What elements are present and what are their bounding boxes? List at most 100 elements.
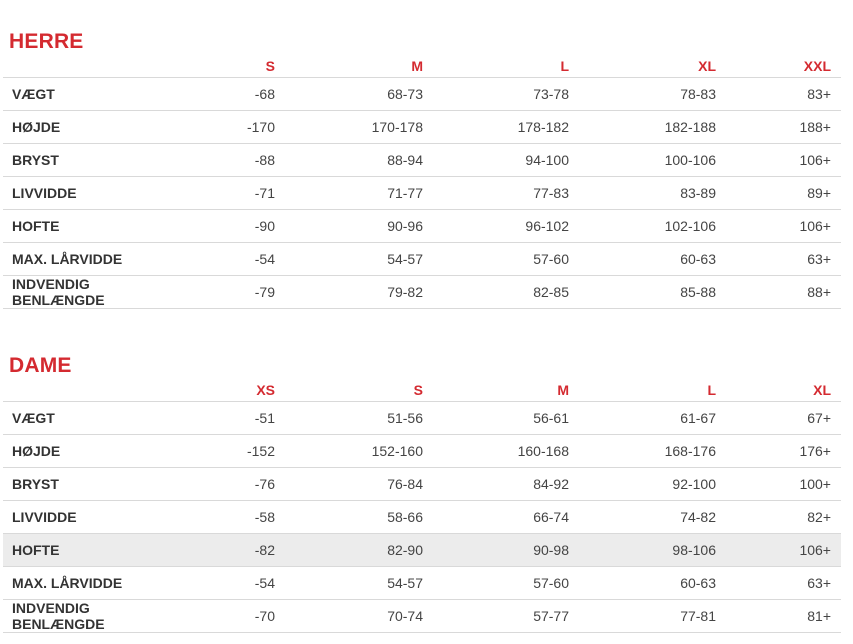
dame-size-header: S <box>285 368 433 402</box>
measurement-value: -170 <box>193 110 285 144</box>
measurement-value: 56-61 <box>433 401 579 435</box>
herre-table-row: HØJDE -170 170-178 178-182 182-188 188+ <box>3 110 841 144</box>
measurement-value: 51-56 <box>285 401 433 435</box>
measurement-value: 96-102 <box>433 209 579 243</box>
measurement-value: 70-74 <box>285 599 433 633</box>
measurement-value: 57-77 <box>433 599 579 633</box>
measurement-value: 106+ <box>726 533 841 567</box>
dame-table-row: INDVENDIG BENLÆNGDE -70 70-74 57-77 77-81 81+ <box>3 599 841 633</box>
measurement-label: VÆGT <box>3 401 193 435</box>
herre-header-row: S M L XL XXL <box>3 44 841 78</box>
measurement-value: 100-106 <box>579 143 726 177</box>
dame-header-blank <box>3 368 193 402</box>
measurement-value: 81+ <box>726 599 841 633</box>
dame-size-header: L <box>579 368 726 402</box>
measurement-value: 63+ <box>726 242 841 276</box>
measurement-label: BRYST <box>3 143 193 177</box>
measurement-value: 78-83 <box>579 77 726 111</box>
dame-table-row: HOFTE -82 82-90 90-98 98-106 106+ <box>3 533 841 567</box>
dame-table-row: LIVVIDDE -58 58-66 66-74 74-82 82+ <box>3 500 841 534</box>
herre-table-row: INDVENDIG BENLÆNGDE -79 79-82 82-85 85-88 88+ <box>3 275 841 309</box>
measurement-label: HOFTE <box>3 533 193 567</box>
measurement-label: MAX. LÅRVIDDE <box>3 566 193 600</box>
herre-size-header: XXL <box>726 44 841 78</box>
measurement-value: 90-98 <box>433 533 579 567</box>
measurement-value: 178-182 <box>433 110 579 144</box>
dame-table-row: BRYST -76 76-84 84-92 92-100 100+ <box>3 467 841 501</box>
dame-size-header: XL <box>726 368 841 402</box>
measurement-value: -54 <box>193 566 285 600</box>
measurement-value: 160-168 <box>433 434 579 468</box>
measurement-value: 58-66 <box>285 500 433 534</box>
measurement-label: HØJDE <box>3 110 193 144</box>
measurement-value: -68 <box>193 77 285 111</box>
measurement-value: 63+ <box>726 566 841 600</box>
measurement-value: -51 <box>193 401 285 435</box>
measurement-value: 170-178 <box>285 110 433 144</box>
measurement-value: 57-60 <box>433 242 579 276</box>
measurement-value: 83+ <box>726 77 841 111</box>
measurement-label: HOFTE <box>3 209 193 243</box>
dame-size-header: XS <box>193 368 285 402</box>
dame-size-header: M <box>433 368 579 402</box>
measurement-label: LIVVIDDE <box>3 176 193 210</box>
measurement-value: 100+ <box>726 467 841 501</box>
measurement-value: 73-78 <box>433 77 579 111</box>
herre-table-row: VÆGT -68 68-73 73-78 78-83 83+ <box>3 77 841 111</box>
measurement-value: 61-67 <box>579 401 726 435</box>
herre-table-row: BRYST -88 88-94 94-100 100-106 106+ <box>3 143 841 177</box>
measurement-value: -76 <box>193 467 285 501</box>
herre-size-header: M <box>285 44 433 78</box>
measurement-label: INDVENDIG BENLÆNGDE <box>3 275 193 309</box>
herre-table-row: LIVVIDDE -71 71-77 77-83 83-89 89+ <box>3 176 841 210</box>
herre-table-row: MAX. LÅRVIDDE -54 54-57 57-60 60-63 63+ <box>3 242 841 276</box>
measurement-value: 106+ <box>726 209 841 243</box>
herre-size-header: XL <box>579 44 726 78</box>
measurement-value: 76-84 <box>285 467 433 501</box>
dame-size-table: XS S M L XL VÆGT -51 51-56 56-61 61-67 67+ HØJ… <box>3 368 841 633</box>
measurement-value: 60-63 <box>579 242 726 276</box>
herre-size-header: L <box>433 44 579 78</box>
measurement-value: 102-106 <box>579 209 726 243</box>
measurement-value: -88 <box>193 143 285 177</box>
measurement-label: BRYST <box>3 467 193 501</box>
dame-table-row: HØJDE -152 152-160 160-168 168-176 176+ <box>3 434 841 468</box>
measurement-label: INDVENDIG BENLÆNGDE <box>3 599 193 633</box>
measurement-value: 82-85 <box>433 275 579 309</box>
measurement-value: 71-77 <box>285 176 433 210</box>
measurement-value: 88-94 <box>285 143 433 177</box>
herre-table-row: HOFTE -90 90-96 96-102 102-106 106+ <box>3 209 841 243</box>
measurement-label: HØJDE <box>3 434 193 468</box>
dame-table-row: VÆGT -51 51-56 56-61 61-67 67+ <box>3 401 841 435</box>
measurement-value: 92-100 <box>579 467 726 501</box>
measurement-value: 54-57 <box>285 566 433 600</box>
measurement-value: 152-160 <box>285 434 433 468</box>
measurement-value: 88+ <box>726 275 841 309</box>
measurement-value: 106+ <box>726 143 841 177</box>
herre-size-table: S M L XL XXL VÆGT -68 68-73 73-78 78-83 83+ HØ… <box>3 44 841 309</box>
measurement-value: 74-82 <box>579 500 726 534</box>
measurement-value: 89+ <box>726 176 841 210</box>
measurement-value: 60-63 <box>579 566 726 600</box>
measurement-value: 98-106 <box>579 533 726 567</box>
measurement-value: -90 <box>193 209 285 243</box>
measurement-value: 77-83 <box>433 176 579 210</box>
measurement-value: -152 <box>193 434 285 468</box>
dame-header-row: XS S M L XL <box>3 368 841 402</box>
measurement-label: VÆGT <box>3 77 193 111</box>
measurement-value: 85-88 <box>579 275 726 309</box>
measurement-value: 94-100 <box>433 143 579 177</box>
measurement-value: -70 <box>193 599 285 633</box>
measurement-value: 82-90 <box>285 533 433 567</box>
measurement-value: 83-89 <box>579 176 726 210</box>
measurement-value: 67+ <box>726 401 841 435</box>
herre-header-blank <box>3 44 193 78</box>
measurement-label: MAX. LÅRVIDDE <box>3 242 193 276</box>
measurement-value: 84-92 <box>433 467 579 501</box>
measurement-value: 82+ <box>726 500 841 534</box>
measurement-label: LIVVIDDE <box>3 500 193 534</box>
measurement-value: -71 <box>193 176 285 210</box>
measurement-value: 54-57 <box>285 242 433 276</box>
measurement-value: -82 <box>193 533 285 567</box>
measurement-value: 57-60 <box>433 566 579 600</box>
